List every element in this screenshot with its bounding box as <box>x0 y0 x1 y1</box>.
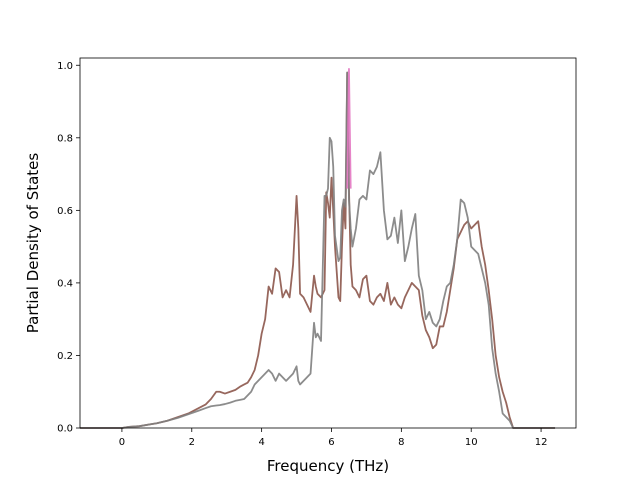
y-tick-label: 1.0 <box>57 61 73 72</box>
y-tick-label: 0.0 <box>57 424 73 435</box>
y-tick-label: 0.4 <box>57 278 73 289</box>
x-tick-label: 4 <box>258 437 264 448</box>
x-axis-label: Frequency (THz) <box>267 457 389 475</box>
x-tick-label: 0 <box>119 437 125 448</box>
x-tick-label: 2 <box>189 437 195 448</box>
plot-background <box>80 58 576 428</box>
series-line-2 <box>346 67 352 189</box>
series-line-1 <box>80 71 556 429</box>
y-tick-label: 0.8 <box>57 133 73 144</box>
x-tick-label: 8 <box>398 437 404 448</box>
y-axis-label: Partial Density of States <box>24 153 42 334</box>
x-tick-label: 10 <box>465 437 478 448</box>
y-axis: 0.0 0.2 0.4 0.6 0.8 1.0 <box>57 61 80 435</box>
x-tick-label: 6 <box>328 437 334 448</box>
y-tick-label: 0.2 <box>57 351 73 362</box>
y-tick-label: 0.6 <box>57 206 73 217</box>
series-layer <box>80 67 556 429</box>
x-tick-label: 12 <box>535 437 548 448</box>
x-axis: 0 2 4 6 8 10 12 <box>119 428 548 448</box>
series-line-0 <box>80 71 556 429</box>
plot-frame <box>79 57 577 429</box>
